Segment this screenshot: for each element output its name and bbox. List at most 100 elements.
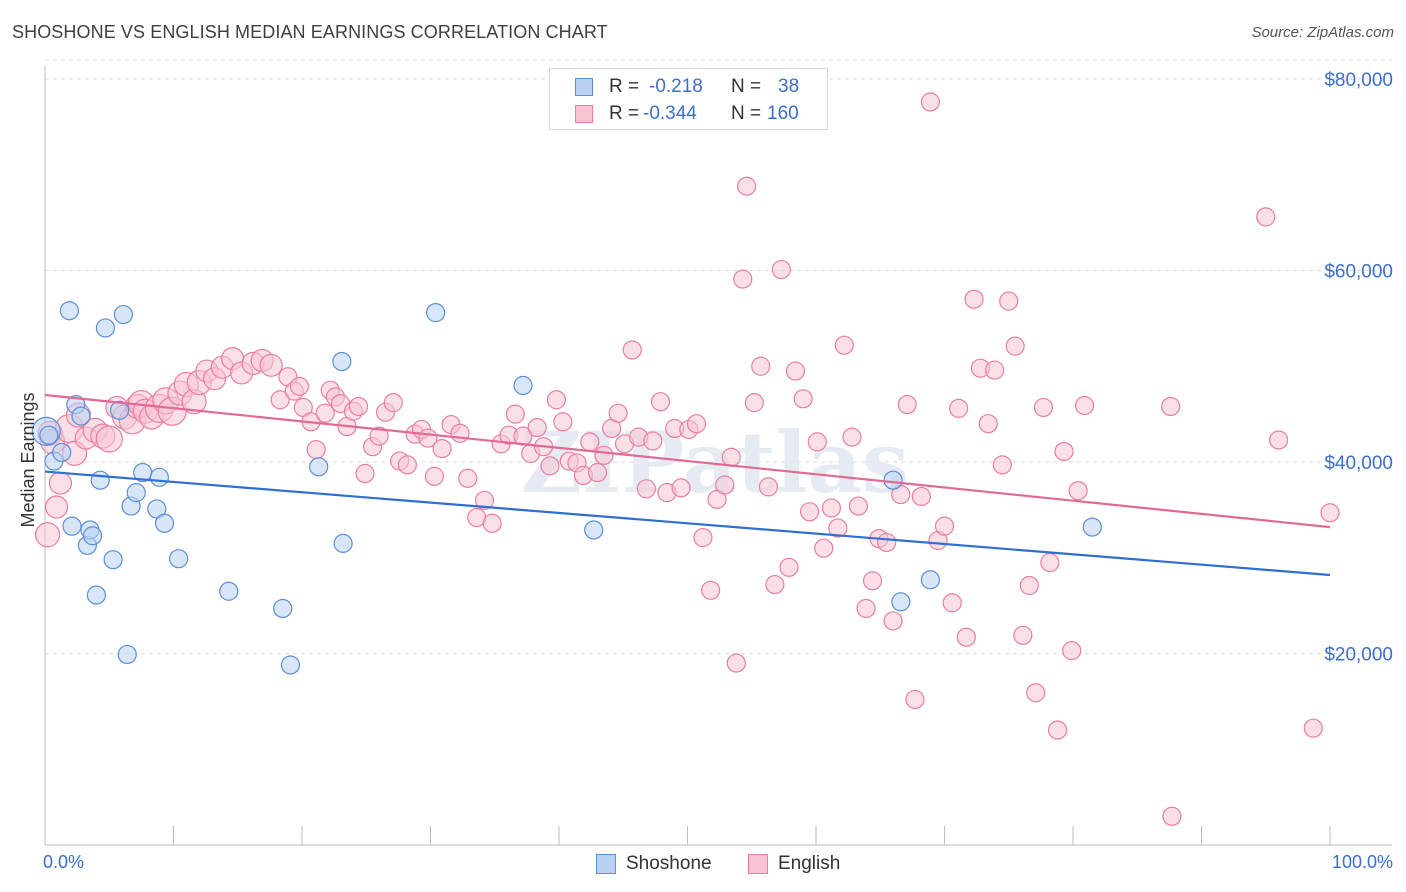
- shoshone-point: [126, 483, 146, 503]
- english-point: [369, 426, 389, 446]
- shoshone-point: [59, 301, 80, 321]
- shoshone-point: [149, 467, 169, 487]
- english-point: [765, 574, 785, 595]
- shoshone-point: [513, 375, 533, 395]
- shoshone-point: [169, 549, 189, 569]
- n-value: 38: [778, 76, 800, 97]
- english-point: [1019, 575, 1039, 596]
- english-point: [897, 394, 917, 415]
- shoshone-point: [39, 425, 59, 445]
- english-point: [348, 396, 369, 417]
- english-legend-swatch: [748, 854, 768, 874]
- english-point: [553, 412, 573, 432]
- english-point: [911, 486, 931, 507]
- english-point: [758, 477, 779, 497]
- y-tick-labels: $20,000 $40,000 $60,000 $80,000: [1324, 70, 1393, 666]
- english-point: [686, 414, 707, 434]
- english-point: [1320, 503, 1340, 523]
- shoshone-point: [154, 513, 175, 533]
- english-point: [1013, 625, 1033, 645]
- english-point: [701, 580, 721, 600]
- english-point: [842, 427, 862, 447]
- english-point: [540, 456, 560, 476]
- english-point: [1074, 395, 1095, 416]
- shoshone-point: [62, 516, 82, 536]
- n-label: N =: [731, 103, 762, 124]
- english-point: [999, 291, 1019, 311]
- chart-title: SHOSHONE VS ENGLISH MEDIAN EARNINGS CORR…: [12, 22, 608, 42]
- english-point: [270, 390, 290, 410]
- english-point: [424, 466, 444, 486]
- english-point: [636, 479, 656, 499]
- english-point: [315, 403, 335, 423]
- english-point: [905, 689, 925, 710]
- english-point: [580, 432, 600, 452]
- r-label: R =: [609, 76, 640, 97]
- y-axis-label: Median Earnings: [18, 392, 38, 527]
- shoshone-point: [426, 303, 446, 323]
- r-value: -0.344: [643, 103, 697, 124]
- english-point: [44, 495, 69, 519]
- english-point: [587, 462, 608, 483]
- english-point: [608, 403, 628, 423]
- english-point: [751, 356, 771, 376]
- english-points: [34, 92, 1340, 826]
- stats-row-english: R = -0.344 N = 160: [550, 100, 827, 128]
- x-axis-min-label: 0.0%: [43, 852, 85, 872]
- english-point: [474, 490, 495, 510]
- english-point: [383, 393, 403, 413]
- shoshone-point: [883, 470, 903, 490]
- english-point: [733, 269, 753, 289]
- english-point: [920, 92, 940, 112]
- english-point: [992, 455, 1012, 475]
- legend-label: English: [778, 853, 841, 874]
- english-point: [1303, 718, 1323, 738]
- r-label: R =: [609, 103, 640, 124]
- english-point: [834, 335, 854, 355]
- english-point: [744, 393, 764, 413]
- english-point: [828, 518, 848, 538]
- english-point: [856, 598, 876, 619]
- english-point: [546, 390, 567, 410]
- shoshone-point: [584, 520, 604, 540]
- shoshone-point: [86, 585, 107, 605]
- gridlines: [45, 59, 1392, 654]
- english-point: [1033, 397, 1054, 418]
- english-point: [1062, 641, 1082, 661]
- english-point: [949, 398, 969, 418]
- english-point: [482, 513, 502, 533]
- shoshone-point: [109, 400, 130, 420]
- english-point: [942, 593, 962, 613]
- english-point: [821, 498, 842, 518]
- english-point: [1068, 481, 1088, 501]
- shoshone-point: [90, 470, 110, 490]
- shoshone-legend-swatch: [596, 854, 616, 874]
- y-tick-label: $40,000: [1324, 453, 1393, 474]
- english-point: [1005, 336, 1025, 356]
- english-point: [1026, 683, 1046, 703]
- english-point: [1047, 720, 1068, 740]
- n-value: 160: [767, 103, 799, 124]
- shoshone-point: [280, 655, 301, 675]
- english-point: [259, 353, 283, 377]
- shoshone-trend-line: [44, 470, 1331, 577]
- english-point: [450, 423, 470, 443]
- english-point: [1268, 430, 1289, 450]
- trend-lines: [44, 393, 1331, 577]
- english-trend-line: [44, 393, 1331, 529]
- english-point: [985, 360, 1005, 380]
- y-tick-label: $80,000: [1324, 70, 1393, 91]
- english-point: [934, 516, 955, 536]
- english-point: [527, 417, 547, 438]
- shoshone-point: [920, 570, 940, 590]
- english-point: [671, 478, 691, 498]
- english-point: [355, 463, 375, 484]
- english-point: [650, 392, 671, 412]
- shoshone-point: [103, 550, 123, 570]
- n-label: N =: [731, 76, 762, 97]
- english-point: [883, 611, 903, 631]
- english-point: [779, 557, 799, 577]
- shoshone-swatch: [575, 78, 593, 96]
- english-point: [458, 468, 478, 488]
- shoshone-point: [219, 581, 239, 601]
